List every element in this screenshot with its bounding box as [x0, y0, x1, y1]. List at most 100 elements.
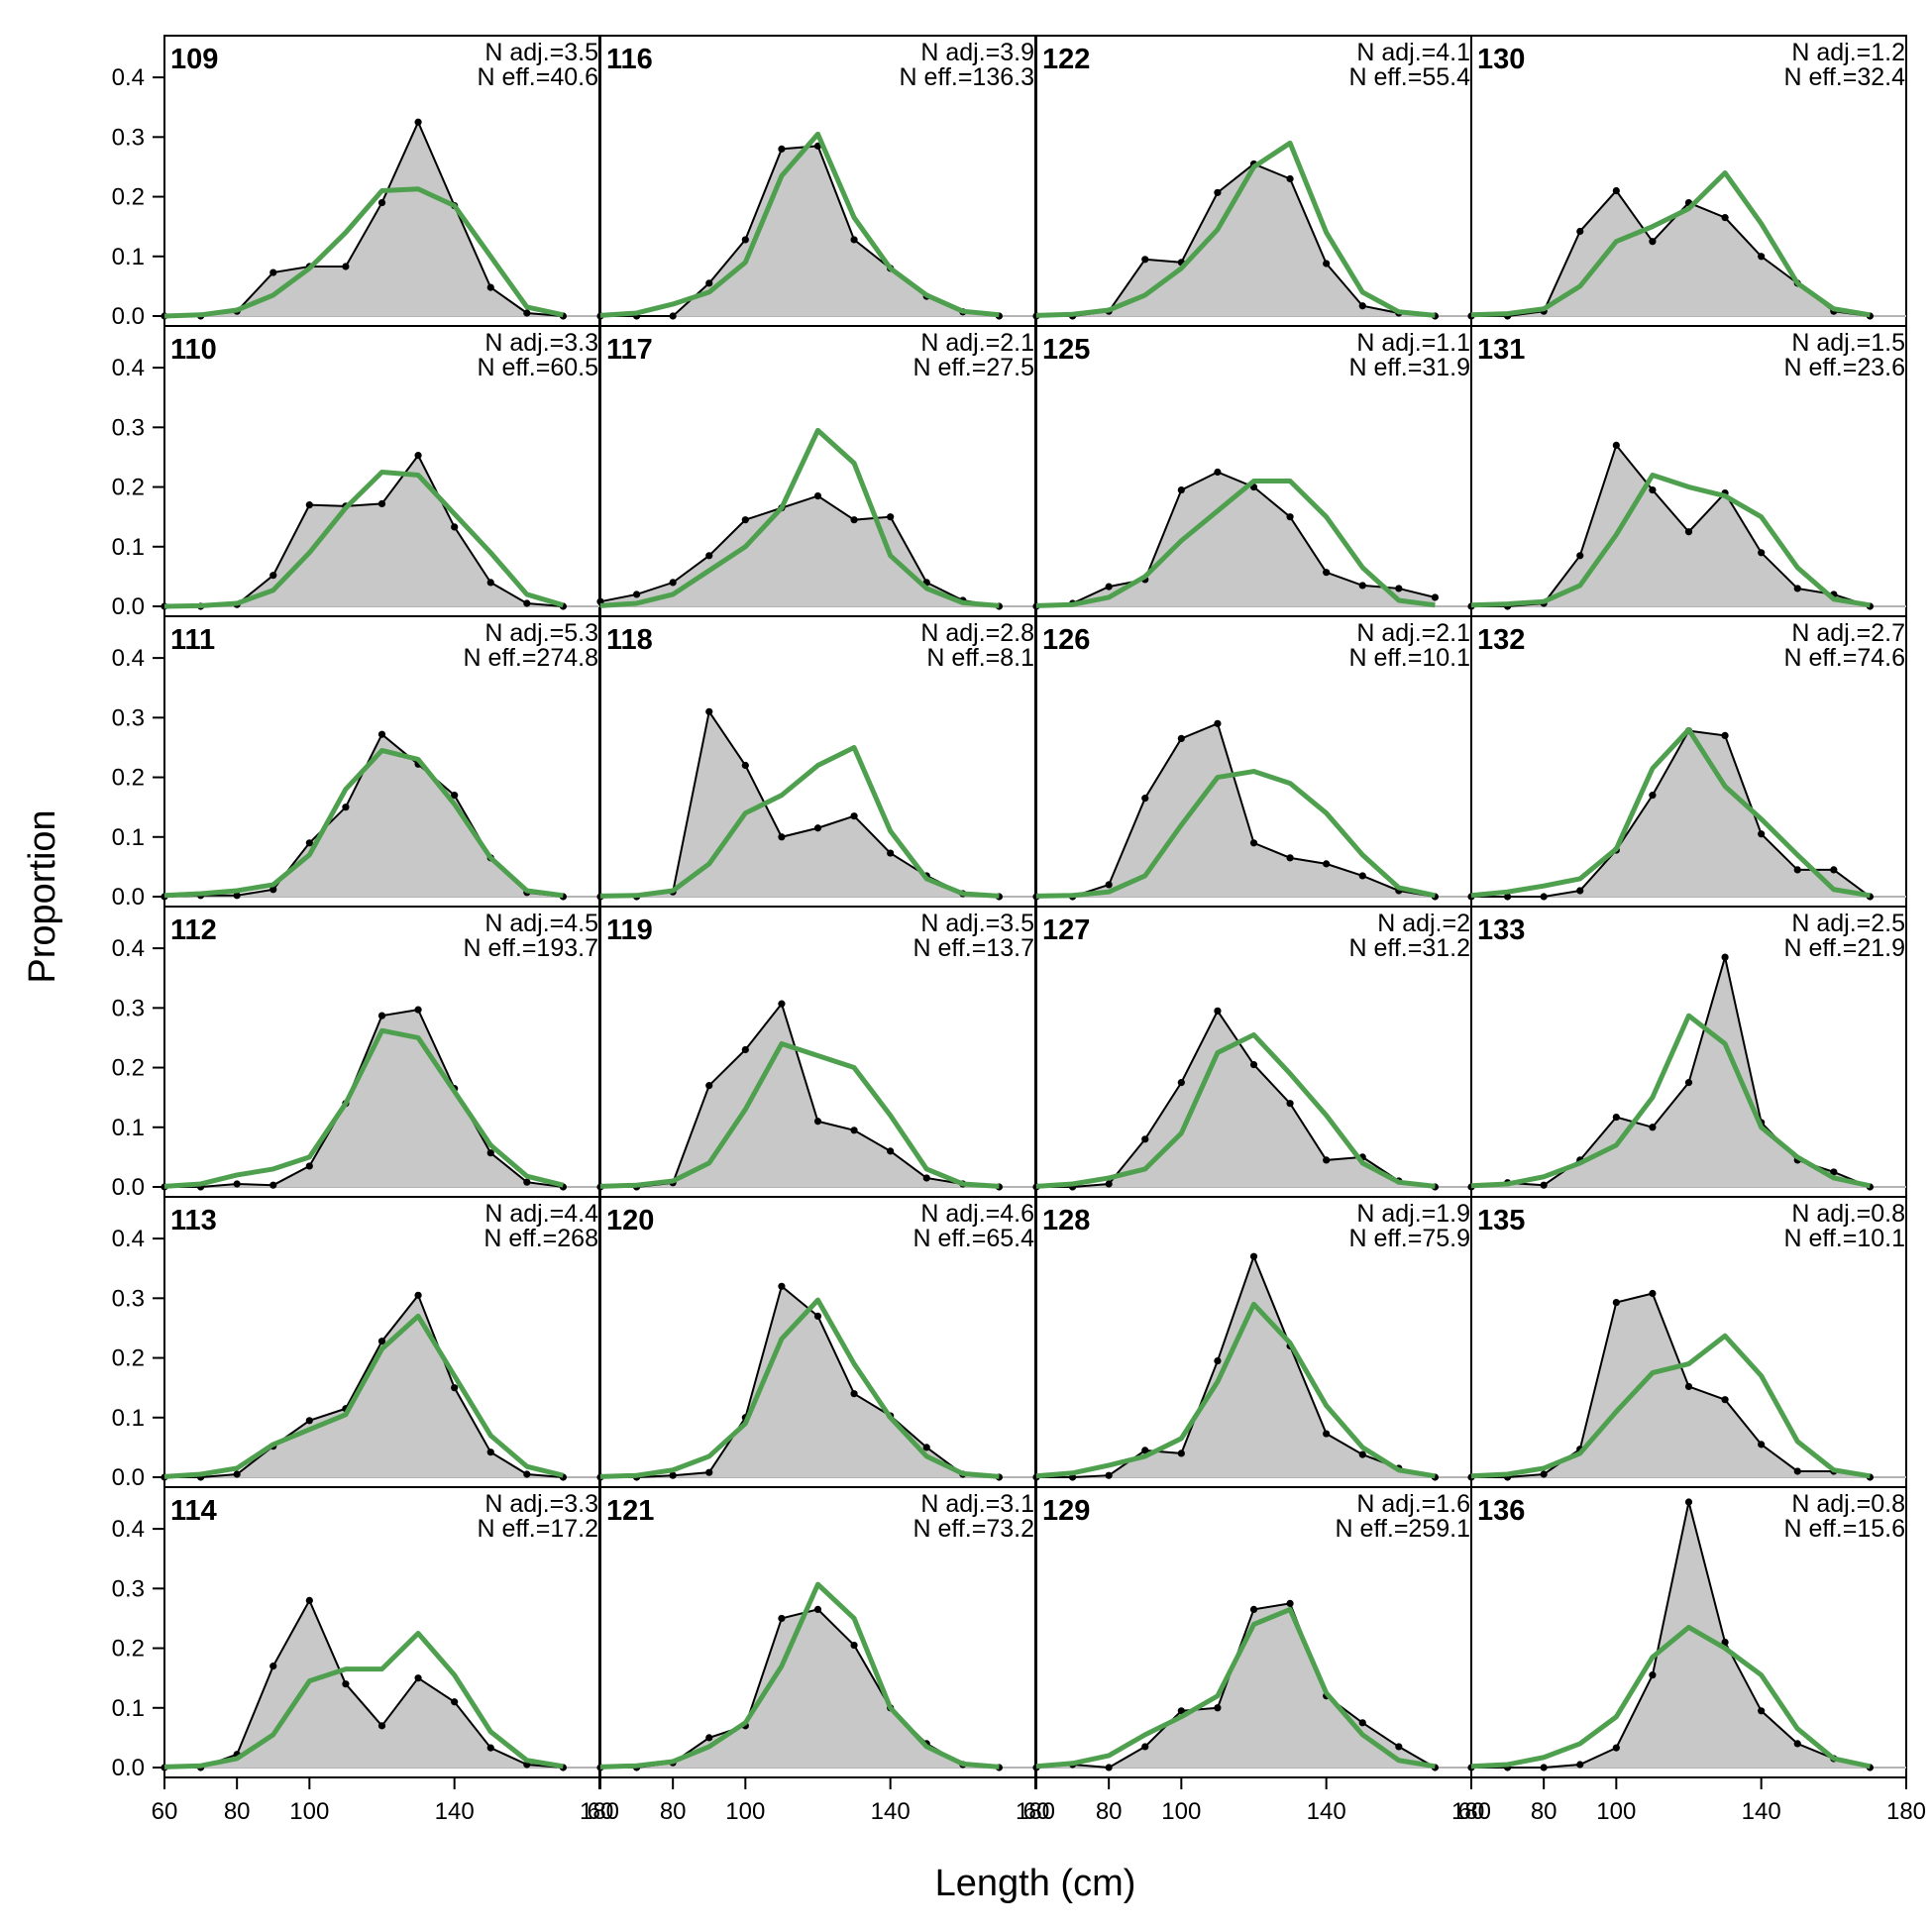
- n-eff-label: N eff.=193.7: [464, 934, 598, 962]
- observed-area: [600, 1004, 1000, 1187]
- observed-point: [1395, 1743, 1403, 1751]
- observed-point: [233, 1180, 241, 1188]
- observed-point: [1684, 1382, 1693, 1391]
- panel-113: 113 N adj.=4.4N eff.=268: [161, 1196, 600, 1488]
- expected-line: [1035, 140, 1436, 318]
- observed-point: [1758, 830, 1766, 838]
- observed-area: [1036, 1011, 1436, 1187]
- y-tick-label: 0.3: [112, 414, 145, 441]
- observed-point: [669, 579, 677, 587]
- observed-point: [669, 1471, 677, 1479]
- observed-area: [1471, 1293, 1871, 1477]
- observed-point: [342, 263, 350, 270]
- observed-point: [486, 283, 494, 291]
- expected-line: [599, 1581, 1000, 1770]
- observed-point: [778, 833, 786, 841]
- panel-136: 136 N adj.=0.8N eff.=15.6: [1467, 1486, 1907, 1778]
- observed-point: [778, 145, 786, 153]
- x-tick-label: 100: [1161, 1798, 1201, 1825]
- y-tick-label: 0.2: [112, 184, 145, 211]
- n-adj-label: N adj.=3.5: [484, 39, 598, 66]
- observed-point: [1649, 1124, 1657, 1131]
- observed-area: [600, 1286, 1000, 1477]
- y-tick-label: 0.1: [112, 1405, 145, 1432]
- observed-point: [1830, 866, 1838, 874]
- expected-line: [1470, 473, 1871, 608]
- panel-label: 109: [170, 44, 218, 75]
- panel-label: 128: [1042, 1205, 1090, 1236]
- observed-point: [1177, 1079, 1185, 1087]
- observed-point: [850, 236, 858, 244]
- y-tick-label: 0.2: [112, 1345, 145, 1372]
- observed-line: [1036, 722, 1436, 898]
- panel-label: 120: [606, 1205, 654, 1236]
- n-adj-label: N adj.=3.3: [484, 329, 598, 357]
- expected-line: [1470, 169, 1871, 318]
- expected-line: [599, 427, 1000, 608]
- x-tick-label: 180: [1016, 1798, 1055, 1825]
- panel-label: 127: [1042, 914, 1090, 946]
- observed-area: [1471, 957, 1871, 1187]
- n-adj-label: N adj.=2.5: [1791, 910, 1905, 937]
- x-axis-label: Length (cm): [935, 1863, 1136, 1904]
- n-eff-label: N eff.=32.4: [1783, 63, 1905, 91]
- observed-point: [1540, 1181, 1548, 1189]
- observed-point: [1249, 839, 1258, 847]
- observed-point: [1141, 1447, 1149, 1454]
- observed-line: [164, 1293, 564, 1478]
- observed-area: [164, 734, 564, 897]
- observed-line: [600, 1284, 1000, 1478]
- observed-area: [164, 1600, 564, 1768]
- observed-point: [1649, 792, 1657, 800]
- expected-line: [163, 470, 565, 609]
- panel-130: 130 N adj.=1.2N eff.=32.4: [1467, 35, 1907, 327]
- observed-point: [887, 513, 895, 521]
- observed-point: [705, 1734, 713, 1742]
- observed-point: [414, 1674, 422, 1682]
- observed-point: [705, 552, 713, 560]
- expected-line: [163, 747, 564, 899]
- x-tick-label: 180: [1886, 1798, 1926, 1825]
- observed-point: [269, 886, 277, 894]
- observed-point: [1576, 227, 1584, 236]
- n-eff-label: N eff.=8.1: [926, 644, 1034, 672]
- observed-point: [1649, 1671, 1657, 1679]
- n-eff-label: N eff.=27.5: [912, 354, 1034, 381]
- n-adj-label: N adj.=2: [1377, 910, 1470, 937]
- observed-point: [778, 1614, 786, 1623]
- y-tick-label: 0.4: [112, 1516, 145, 1543]
- observed-point: [1214, 1356, 1222, 1365]
- observed-point: [523, 1470, 531, 1478]
- observed-point: [1684, 1498, 1693, 1506]
- observed-point: [850, 516, 858, 524]
- y-tick-label: 0.4: [112, 355, 145, 381]
- panel-135: 135 N adj.=0.8N eff.=10.1: [1467, 1196, 1907, 1488]
- observed-area: [1036, 1256, 1436, 1477]
- observed-area: [600, 146, 1000, 316]
- observed-point: [1214, 1007, 1222, 1015]
- expected-line: [163, 1313, 565, 1479]
- y-tick-label: 0.0: [112, 1174, 145, 1201]
- x-tick-label: 100: [289, 1798, 329, 1825]
- observed-point: [486, 1449, 494, 1456]
- observed-point: [1721, 731, 1729, 740]
- observed-line: [1471, 1292, 1871, 1478]
- observed-point: [1358, 1719, 1366, 1727]
- observed-point: [705, 1468, 713, 1476]
- observed-point: [813, 1118, 822, 1126]
- n-eff-label: N eff.=74.6: [1783, 644, 1905, 672]
- observed-line: [599, 494, 1000, 607]
- observed-point: [269, 1663, 277, 1670]
- observed-point: [1286, 513, 1294, 521]
- observed-point: [1358, 1450, 1366, 1458]
- observed-area: [1036, 163, 1436, 316]
- observed-point: [1214, 1704, 1222, 1712]
- y-tick-label: 0.1: [112, 244, 145, 270]
- n-adj-label: N adj.=4.1: [1356, 39, 1470, 66]
- observed-point: [741, 236, 749, 244]
- observed-point: [1323, 1156, 1331, 1164]
- observed-point: [486, 1149, 494, 1157]
- expected-line: [599, 1040, 1000, 1189]
- observed-point: [1503, 893, 1512, 901]
- observed-point: [1214, 719, 1222, 727]
